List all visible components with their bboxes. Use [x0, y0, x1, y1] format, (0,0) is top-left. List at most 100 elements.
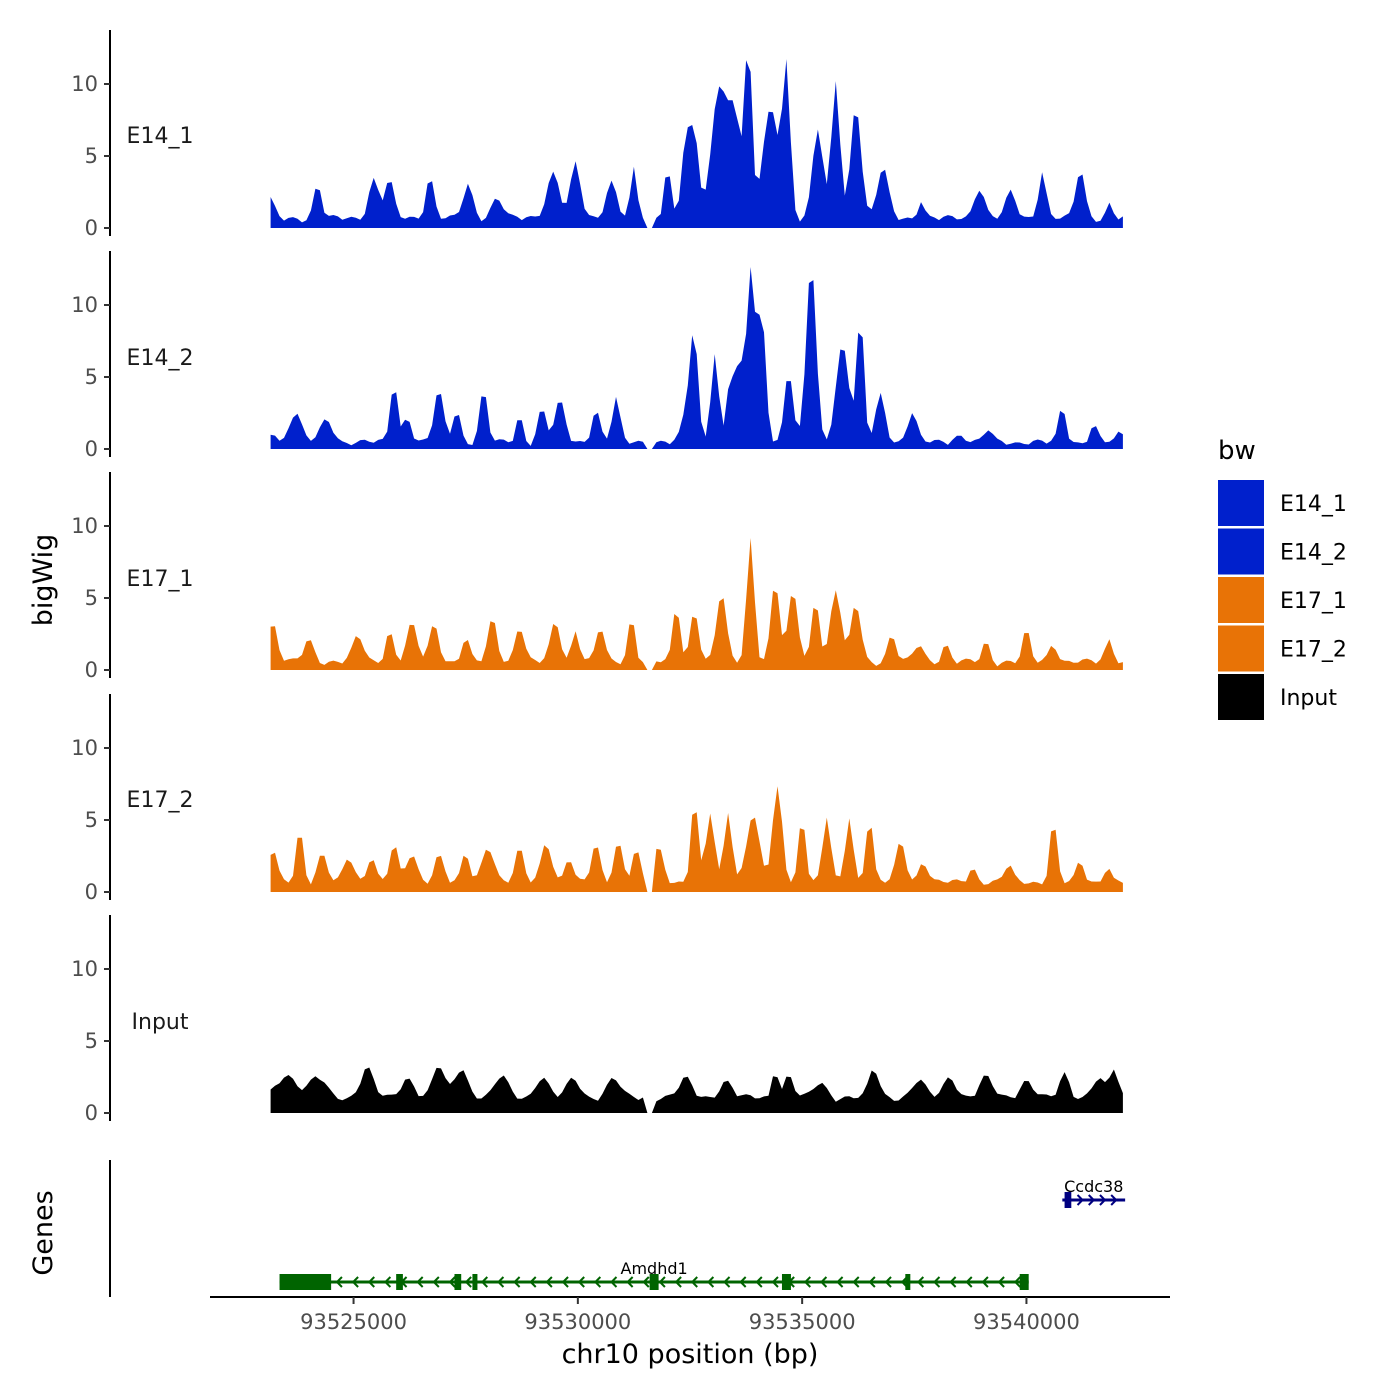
track-E17_2: 0 5 10 E17_2 [71, 694, 1123, 904]
strand-arrow [561, 1276, 569, 1288]
y-tick-label: 5 [85, 365, 98, 389]
x-axis-title: chr10 position (bp) [562, 1339, 819, 1370]
strand-arrow [432, 1276, 440, 1288]
y-tick-label: 5 [85, 1029, 98, 1053]
strand-arrow [529, 1276, 537, 1288]
gene-label: Ccdc38 [1064, 1177, 1123, 1196]
strand-arrow [642, 1276, 650, 1288]
x-tick-label: 93535000 [749, 1310, 856, 1334]
y-tick-label: 10 [71, 736, 98, 760]
gene-Amdhd1: Amdhd1 [279, 1259, 1029, 1290]
track-label: E14_1 [127, 124, 194, 149]
coverage-tracks: 0 5 10 E14_1 0 5 10 E14_2 0 5 10 E17_1 0 5 10 E17_2 0 5 10… [71, 30, 1123, 1125]
y-tick-label: 5 [85, 586, 98, 610]
strand-arrow [1076, 1194, 1084, 1206]
legend-swatch [1218, 528, 1264, 575]
exon [905, 1274, 911, 1290]
strand-arrow [1088, 1194, 1096, 1206]
coverage-area-E17_2 [270, 786, 1123, 892]
track-label: E17_1 [127, 567, 194, 592]
strand-arrow [367, 1276, 375, 1288]
legend-swatch [1218, 674, 1264, 720]
strand-arrow [868, 1276, 876, 1288]
strand-arrow [981, 1276, 989, 1288]
track-E17_1: 0 5 10 E17_1 [71, 472, 1123, 682]
strand-arrow [1013, 1276, 1021, 1288]
strand-arrow [949, 1276, 957, 1288]
genes-axis-title: Genes [28, 1190, 59, 1275]
strand-arrow [464, 1276, 472, 1288]
strand-arrow [884, 1276, 892, 1288]
y-tick-label: 10 [71, 72, 98, 96]
legend-label: E17_1 [1280, 589, 1347, 614]
strand-arrow [916, 1276, 925, 1288]
gene-Ccdc38: Ccdc38 [1062, 1177, 1126, 1208]
legend-label: E17_2 [1280, 638, 1347, 663]
legend-swatch [1218, 577, 1264, 623]
strand-arrow [577, 1276, 585, 1288]
strand-arrow [545, 1276, 553, 1288]
legend-title: bw [1218, 436, 1256, 466]
exon [472, 1274, 478, 1290]
exon [396, 1274, 403, 1290]
strand-arrow [836, 1276, 844, 1288]
coverage-area-Input [270, 1067, 1123, 1113]
track-Input: 0 5 10 Input [71, 915, 1123, 1125]
strand-arrow [690, 1276, 698, 1288]
x-axis: 93525000 93530000 93535000 93540000 [210, 1296, 1170, 1334]
strand-arrow [626, 1276, 634, 1288]
coverage-area-E14_1 [270, 59, 1123, 228]
exon [649, 1274, 659, 1290]
exon [454, 1274, 462, 1290]
gene-panel: Amdhd1 Ccdc38 [109, 1160, 1126, 1297]
strand-arrow [965, 1276, 973, 1288]
legend-item-Input: Input [1218, 674, 1337, 720]
strand-arrow [803, 1276, 811, 1288]
strand-arrow [383, 1276, 392, 1288]
strand-arrow [610, 1276, 618, 1288]
strand-arrow [1110, 1194, 1118, 1206]
coverage-area-E17_1 [270, 538, 1123, 670]
y-tick-label: 0 [85, 1101, 98, 1125]
strand-arrow [706, 1276, 715, 1288]
legend-swatch [1218, 480, 1264, 526]
y-tick-label: 0 [85, 437, 98, 461]
y-tick-label: 0 [85, 216, 98, 240]
track-label: Input [132, 1010, 189, 1035]
y-tick-label: 10 [71, 293, 98, 317]
strand-arrow [674, 1276, 682, 1288]
track-label: E14_2 [127, 346, 194, 371]
strand-arrow [593, 1276, 602, 1288]
y-axis-title: bigWig [28, 534, 59, 627]
exon [781, 1274, 791, 1290]
y-tick-label: 0 [85, 880, 98, 904]
legend-item-E14_2: E14_2 [1218, 528, 1347, 575]
exon [279, 1274, 332, 1290]
strand-arrow [820, 1276, 828, 1288]
track-label: E17_2 [127, 788, 194, 813]
strand-arrow [997, 1276, 1005, 1288]
strand-arrow [448, 1276, 456, 1288]
gene-label: Amdhd1 [621, 1259, 688, 1278]
legend-label: E14_1 [1280, 492, 1347, 517]
x-tick-label: 93525000 [300, 1310, 407, 1334]
legend-label: Input [1280, 686, 1337, 711]
strand-arrow [335, 1276, 343, 1288]
legend-item-E17_2: E17_2 [1218, 625, 1347, 672]
strand-arrow [755, 1276, 763, 1288]
x-tick-label: 93540000 [973, 1310, 1080, 1334]
strand-arrow [723, 1276, 731, 1288]
coverage-area-E14_2 [270, 267, 1123, 449]
strand-arrow [852, 1276, 860, 1288]
x-tick-label: 93530000 [524, 1310, 631, 1334]
track-E14_1: 0 5 10 E14_1 [71, 30, 1123, 240]
strand-arrow [416, 1276, 424, 1288]
y-tick-label: 10 [71, 514, 98, 538]
exon [1019, 1274, 1029, 1290]
y-tick-label: 5 [85, 808, 98, 832]
exon [1064, 1192, 1072, 1208]
legend-swatch [1218, 625, 1264, 672]
strand-arrow [771, 1276, 779, 1288]
legend-item-E17_1: E17_1 [1218, 577, 1347, 623]
